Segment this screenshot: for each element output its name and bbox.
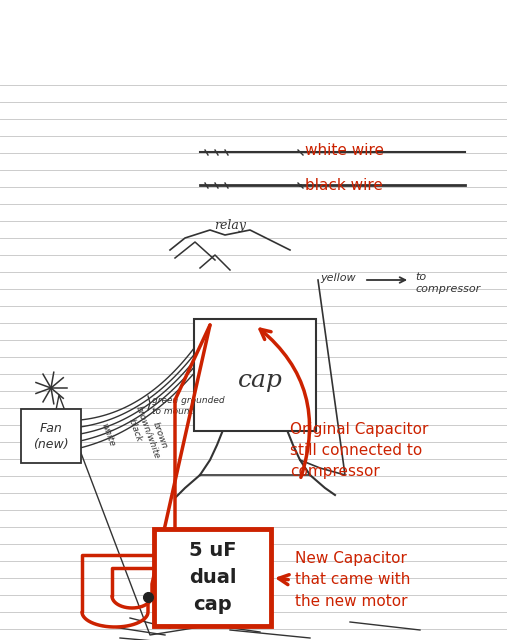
Text: New Capacitor
that came with
the new motor: New Capacitor that came with the new mot…	[295, 552, 410, 609]
FancyBboxPatch shape	[21, 409, 81, 463]
FancyBboxPatch shape	[194, 319, 316, 431]
Text: cap: cap	[238, 369, 282, 392]
Text: Fan
(new): Fan (new)	[33, 422, 69, 451]
Text: brown: brown	[151, 420, 169, 450]
Text: green grounded
to mount: green grounded to mount	[152, 396, 225, 416]
Text: brown/white: brown/white	[134, 404, 162, 460]
Text: relay: relay	[214, 218, 246, 232]
Text: white wire: white wire	[305, 143, 384, 157]
Text: yellow: yellow	[320, 273, 355, 283]
Text: Original Capacitor
still connected to
compressor: Original Capacitor still connected to co…	[290, 422, 428, 479]
Text: white: white	[99, 422, 117, 448]
Text: black wire: black wire	[305, 177, 383, 193]
FancyBboxPatch shape	[154, 529, 271, 626]
Text: black: black	[127, 417, 143, 443]
Text: to
compressor: to compressor	[415, 272, 480, 294]
Text: 5 uF
dual
cap: 5 uF dual cap	[189, 541, 236, 614]
